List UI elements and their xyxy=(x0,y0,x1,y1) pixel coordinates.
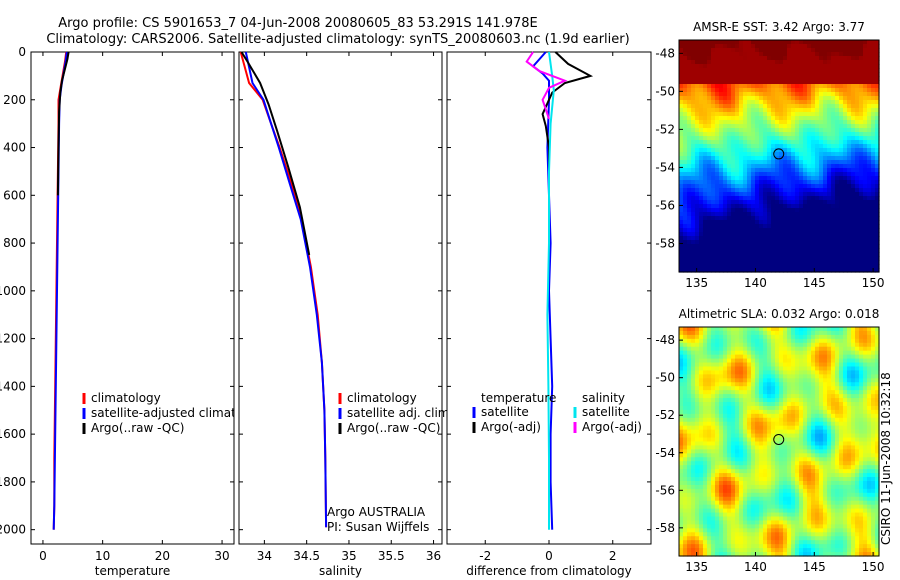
legend-title-temperature: temperature xyxy=(481,391,556,405)
y-tick-label: 600 xyxy=(3,188,26,202)
map-y-tick-label: -56 xyxy=(655,483,675,497)
map-x-tick-label: 135 xyxy=(685,560,708,574)
map-x-tick-label: 150 xyxy=(862,560,885,574)
y-tick-label: 1200 xyxy=(0,332,26,346)
x-axis-label: difference from climatology xyxy=(466,564,632,578)
y-tick-label: 0 xyxy=(18,45,26,59)
map-y-tick-label: -56 xyxy=(655,198,675,212)
side-timestamp-label: CSIRO 11-Jun-2008 10:32:18 xyxy=(879,372,893,545)
y-tick-label: 1800 xyxy=(0,475,26,489)
heatmap-cells-0 xyxy=(679,40,880,273)
figure-title-line2: Climatology: CARS2006. Satellite-adjuste… xyxy=(46,32,629,47)
series-line-salinity-argo-adj- xyxy=(525,51,568,120)
x-tick-label: 10 xyxy=(95,549,110,563)
figure-title-line1: Argo profile: CS 5901653_7 04-Jun-2008 2… xyxy=(58,16,538,31)
sla-map-panel: Altimetric SLA: 0.032 Argo: 0.018 135 140 1… xyxy=(655,307,884,574)
map-x-tick-label: 135 xyxy=(685,276,708,290)
map-x-tick-label: 150 xyxy=(862,276,885,290)
legend-label: satellite-adjusted climatology xyxy=(91,406,269,420)
map-y-tick-label: -54 xyxy=(655,446,675,460)
legend-label: satellite xyxy=(582,405,630,419)
map-x-tick-label: 140 xyxy=(744,276,767,290)
series-line-argo-raw-qc- xyxy=(56,51,70,196)
x-tick-label: 36 xyxy=(426,549,441,563)
map-y-tick-label: -58 xyxy=(655,236,675,250)
y-tick-label: 1400 xyxy=(0,379,26,393)
legend-label: Argo(-adj) xyxy=(481,420,541,434)
x-axis-label: temperature xyxy=(95,564,170,578)
series-line-satellite-adj-clim- xyxy=(244,51,328,528)
map-y-tick-label: -54 xyxy=(655,160,675,174)
legend-label: satellite xyxy=(481,405,529,419)
y-tick-label: 400 xyxy=(3,141,26,155)
legend-label: Argo(..raw -QC) xyxy=(91,421,184,435)
map-y-tick-label: -50 xyxy=(655,371,675,385)
annotation-pi-name: PI: Susan Wijffels xyxy=(327,520,429,534)
float-position-marker-1 xyxy=(773,433,785,445)
plot-frame-1 xyxy=(238,51,443,545)
legend-label: climatology xyxy=(347,391,417,405)
salinity-panel: 34 34.5 35 35.5 36 salinity climatologysatelli… xyxy=(238,51,453,578)
y-tick-label: 2000 xyxy=(0,523,26,537)
map-frame-0 xyxy=(678,39,880,273)
x-tick-label: 35.5 xyxy=(378,549,405,563)
temperature-panel: 0 10 20 30 temperature 0 200 400 600 800 1000 1200 1… xyxy=(0,45,269,578)
annotation-argo-country: Argo AUSTRALIA xyxy=(327,505,426,519)
map-x-tick-label: 140 xyxy=(744,560,767,574)
plot-frame-0 xyxy=(30,51,235,545)
map-x-tick-label: 145 xyxy=(803,276,826,290)
legend-label: Argo(..raw -QC) xyxy=(347,421,440,435)
series-line-argo-raw-qc- xyxy=(240,51,311,256)
map-frame-1 xyxy=(678,326,880,557)
x-tick-label: 2 xyxy=(609,549,617,563)
y-tick-label: 800 xyxy=(3,236,26,250)
sst-map-panel: AMSR-E SST: 3.42 Argo: 3.77 135 140 145 150 -… xyxy=(655,20,884,290)
heatmap-cells-1 xyxy=(679,327,880,557)
y-tick-label: 200 xyxy=(3,93,26,107)
x-tick-label: 20 xyxy=(155,549,170,563)
float-position-marker-0 xyxy=(773,148,785,160)
map-y-tick-label: -52 xyxy=(655,408,675,422)
map-y-tick-label: -48 xyxy=(655,333,675,347)
y-tick-label: 1000 xyxy=(0,284,26,298)
legend-label: satellite adj. clim. xyxy=(347,406,453,420)
map-y-tick-label: -58 xyxy=(655,521,675,535)
x-tick-label: 34 xyxy=(257,549,272,563)
x-tick-label: 35 xyxy=(341,549,356,563)
x-tick-label: 30 xyxy=(214,549,229,563)
y-tick-label: 1600 xyxy=(0,427,26,441)
x-tick-label: 0 xyxy=(545,549,553,563)
x-axis-label: salinity xyxy=(319,564,362,578)
map-x-tick-label: 145 xyxy=(803,560,826,574)
x-tick-label: -2 xyxy=(479,549,491,563)
series-line-salinity-satellite xyxy=(546,51,555,530)
map-y-tick-label: -52 xyxy=(655,122,675,136)
map-y-tick-label: -48 xyxy=(655,46,675,60)
map-title-0: AMSR-E SST: 3.42 Argo: 3.77 xyxy=(693,20,865,34)
legend-title-salinity: salinity xyxy=(582,391,625,405)
map-y-tick-label: -50 xyxy=(655,84,675,98)
x-tick-label: 0 xyxy=(39,549,47,563)
map-title-1: Altimetric SLA: 0.032 Argo: 0.018 xyxy=(679,307,880,321)
x-tick-label: 34.5 xyxy=(293,549,320,563)
legend-label: Argo(-adj) xyxy=(582,420,642,434)
legend-label: climatology xyxy=(91,391,161,405)
